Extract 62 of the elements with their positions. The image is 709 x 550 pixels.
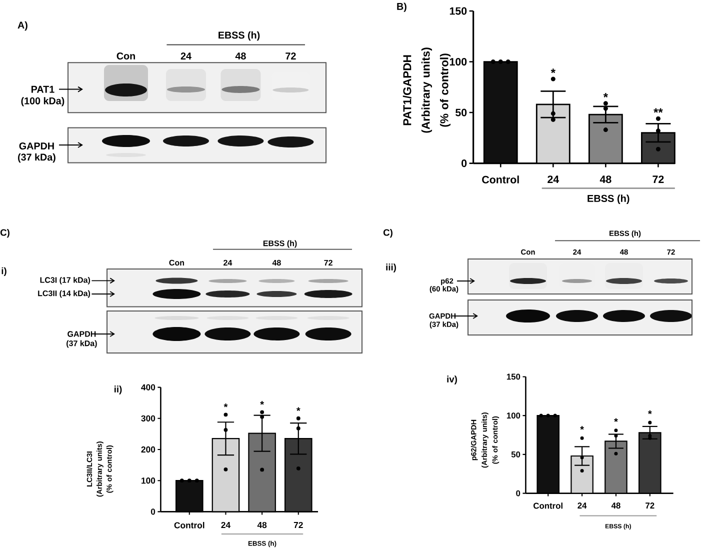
y-tick-label: 100 [506,412,520,419]
text: 72 [286,52,296,60]
text: Con [116,52,135,60]
x-tick-label: 24 [548,176,560,184]
x-tick-label: Control [174,522,204,528]
annotation: * [550,68,556,74]
y-tick-label: 0 [150,508,156,515]
annotation: ** [654,108,663,113]
chart-title: ii) [114,386,122,394]
text: 48 [272,260,281,266]
x-tick-label: Control [482,176,519,184]
annotation: * [224,404,228,408]
text: EBSS (h) [218,31,260,41]
x-tick-label: 72 [646,502,654,508]
y-tick-label: 100 [450,58,467,66]
annotation: * [648,410,652,414]
chart-title: B) [397,2,406,12]
x-tick-label: 48 [257,522,267,528]
text: LC3I (17 kDa) [40,276,90,284]
x-tick-label: Control [534,502,562,509]
text: (37 kDa) [18,153,56,163]
text: Con [169,260,184,266]
text: EBSS (h) [263,240,297,248]
y-tick-label: 150 [506,374,520,380]
y-tick-label: 150 [450,7,467,15]
text: GAPDH [68,331,96,337]
y-tick-label: 400 [141,384,156,390]
x-tick-label: 24 [578,502,587,508]
text: C) [383,228,392,238]
text: PAT1 [32,86,54,93]
text: i) [2,267,6,276]
x-tick-label: 72 [652,176,664,184]
text: (100 kDa) [21,97,64,106]
text: LC3II (14 kDa) [38,290,90,298]
text: 24 [224,260,232,266]
y-tick-label: 0 [516,490,520,496]
annotation: * [296,407,300,411]
x-tick-label: 24 [221,522,230,528]
text: GAPDH [19,142,54,150]
text: iii) [386,264,396,272]
y-tick-label: 50 [456,108,467,116]
text: 72 [324,260,332,266]
text: (37 kDa) [66,340,97,348]
text: C) [0,228,10,238]
annotation: * [603,93,608,98]
annotation: * [580,426,584,430]
x-axis-title: EBSS (h) [588,194,630,204]
annotation: * [614,418,618,422]
y-tick-label: 300 [141,415,156,422]
x-tick-label: 48 [600,176,612,184]
text: 48 [235,52,246,60]
y-axis-title: PAT1/GAPDH (Arbitrary units) (% of control) [402,48,451,133]
x-tick-label: 48 [611,502,620,509]
text: A) [18,21,28,31]
y-tick-label: 50 [511,451,520,458]
x-tick-label: 72 [294,522,303,528]
y-tick-label: 0 [462,160,467,168]
annotation: * [260,401,264,405]
chart-title: iv) [447,376,457,384]
y-tick-label: 100 [142,478,156,484]
y-tick-label: 200 [141,446,156,453]
text: 24 [180,52,192,60]
